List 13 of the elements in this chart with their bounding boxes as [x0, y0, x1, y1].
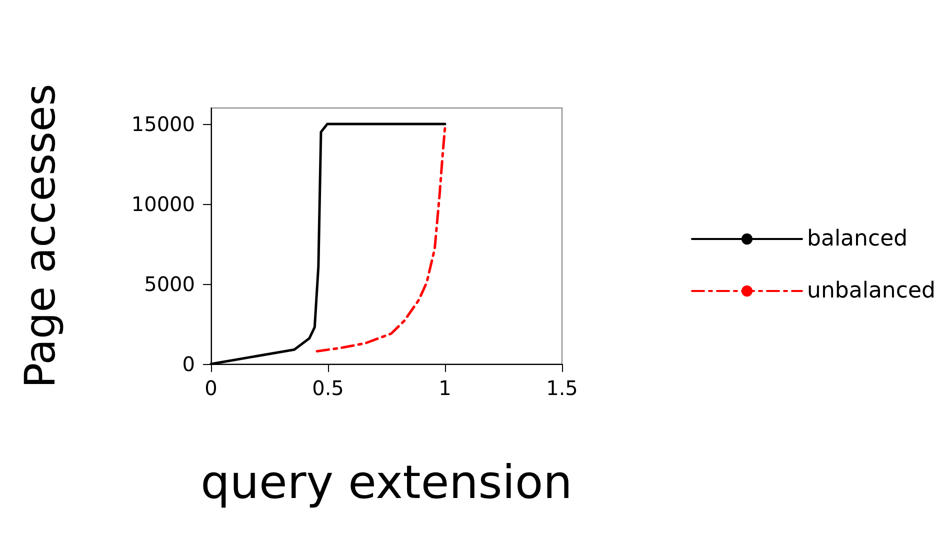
x-tick-label: 1.5	[546, 376, 578, 400]
x-tick-label: 0.5	[312, 376, 344, 400]
y-tick-label: 15000	[131, 112, 195, 136]
x-tick-label: 1	[438, 376, 452, 400]
x-tick-label: 0	[204, 376, 218, 400]
y-tick-label: 5000	[144, 272, 195, 296]
y-axis-title: Page accesses	[16, 84, 64, 388]
x-axis-title: query extension	[200, 455, 572, 509]
legend-label: unbalanced	[807, 278, 936, 304]
legend-label: balanced	[807, 226, 908, 252]
line-series	[316, 126, 446, 352]
y-tick-label: 0	[182, 352, 195, 376]
y-tick-label: 10000	[131, 192, 195, 216]
